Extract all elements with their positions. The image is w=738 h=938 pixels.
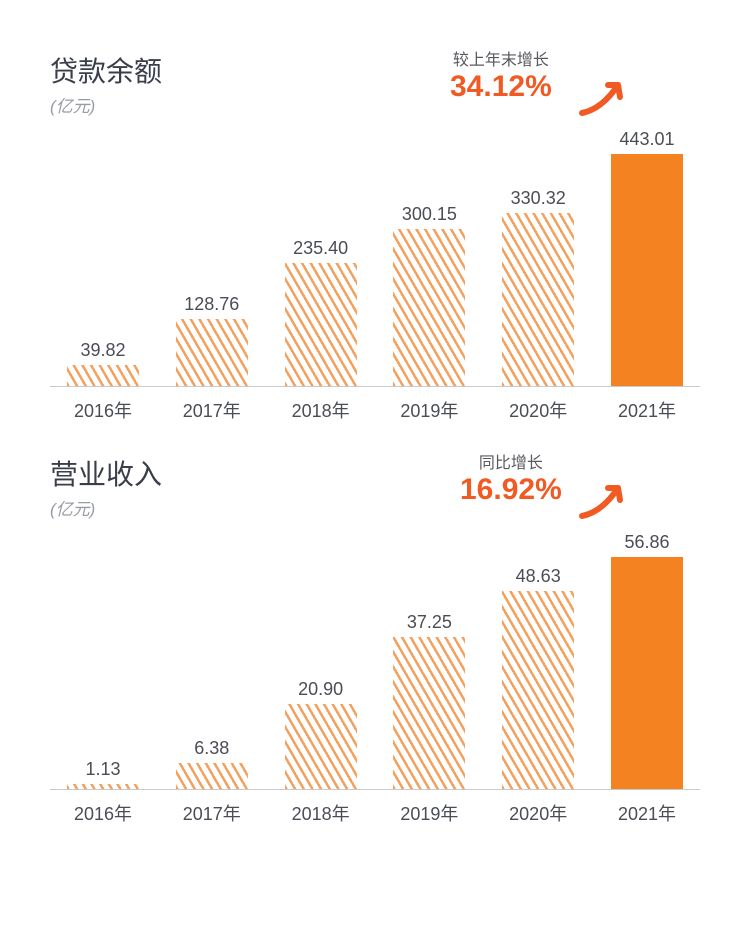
chart-xaxis: 2016年 2017年 2018年 2019年 2020年 2021年 bbox=[50, 790, 700, 826]
callout-value: 16.92% bbox=[460, 473, 562, 507]
bar-column: 39.82 bbox=[58, 340, 148, 386]
bar bbox=[176, 319, 248, 386]
bar-column: 48.63 bbox=[493, 566, 583, 789]
bar-highlight bbox=[611, 557, 683, 789]
bar-value-label: 330.32 bbox=[511, 188, 566, 209]
bar bbox=[285, 263, 357, 386]
x-axis-label: 2021年 bbox=[602, 397, 692, 423]
bar bbox=[502, 213, 574, 386]
bar-value-label: 128.76 bbox=[184, 294, 239, 315]
x-axis-label: 2016年 bbox=[58, 800, 148, 826]
loan-balance-chart: 贷款余额 (亿元) 较上年末增长 34.12% 39.82128.76235.4… bbox=[50, 50, 700, 423]
x-axis-label: 2020年 bbox=[493, 800, 583, 826]
x-axis-label: 2018年 bbox=[276, 800, 366, 826]
bar-value-label: 235.40 bbox=[293, 238, 348, 259]
bar-highlight bbox=[611, 154, 683, 386]
bar-column: 300.15 bbox=[384, 204, 474, 386]
bar-value-label: 1.13 bbox=[85, 759, 120, 780]
bar-column: 37.25 bbox=[384, 612, 474, 789]
bar-column: 235.40 bbox=[276, 238, 366, 386]
bar-value-label: 48.63 bbox=[516, 566, 561, 587]
bar-column: 56.86 bbox=[602, 532, 692, 789]
bar bbox=[176, 763, 248, 789]
x-axis-label: 2017年 bbox=[167, 800, 257, 826]
bar-value-label: 443.01 bbox=[619, 129, 674, 150]
bar bbox=[393, 637, 465, 789]
bar-value-label: 20.90 bbox=[298, 679, 343, 700]
callout-label: 较上年末增长 bbox=[450, 46, 552, 70]
x-axis-label: 2020年 bbox=[493, 397, 583, 423]
bar-value-label: 39.82 bbox=[80, 340, 125, 361]
growth-arrow-icon bbox=[578, 478, 630, 520]
growth-callout: 同比增长 16.92% bbox=[460, 449, 562, 507]
bar bbox=[502, 591, 574, 789]
x-axis-label: 2017年 bbox=[167, 397, 257, 423]
x-axis-label: 2016年 bbox=[58, 397, 148, 423]
bar-value-label: 37.25 bbox=[407, 612, 452, 633]
bar-column: 1.13 bbox=[58, 759, 148, 789]
bar-value-label: 6.38 bbox=[194, 738, 229, 759]
bar-column: 443.01 bbox=[602, 129, 692, 386]
x-axis-label: 2018年 bbox=[276, 397, 366, 423]
bar-column: 6.38 bbox=[167, 738, 257, 789]
growth-callout: 较上年末增长 34.12% bbox=[450, 46, 552, 104]
bar-value-label: 300.15 bbox=[402, 204, 457, 225]
bar bbox=[67, 365, 139, 386]
bar bbox=[285, 704, 357, 789]
chart-plot: 39.82 128.76 235.40 300.15 330.32 443.01 bbox=[50, 127, 700, 387]
x-axis-label: 2021年 bbox=[602, 800, 692, 826]
bar bbox=[393, 229, 465, 386]
growth-arrow-icon bbox=[578, 75, 630, 117]
bar-column: 128.76 bbox=[167, 294, 257, 386]
x-axis-label: 2019年 bbox=[384, 800, 474, 826]
bar-column: 330.32 bbox=[493, 188, 583, 386]
revenue-chart: 营业收入 (亿元) 同比增长 16.92% 1.136.3820.9037.25… bbox=[50, 453, 700, 826]
chart-xaxis: 2016年 2017年 2018年 2019年 2020年 2021年 bbox=[50, 387, 700, 423]
bar-column: 20.90 bbox=[276, 679, 366, 789]
bar-value-label: 56.86 bbox=[624, 532, 669, 553]
callout-label: 同比增长 bbox=[460, 449, 562, 473]
chart-plot: 1.13 6.38 20.90 37.25 48.63 56.86 bbox=[50, 530, 700, 790]
callout-value: 34.12% bbox=[450, 70, 552, 104]
bar bbox=[67, 784, 139, 789]
x-axis-label: 2019年 bbox=[384, 397, 474, 423]
